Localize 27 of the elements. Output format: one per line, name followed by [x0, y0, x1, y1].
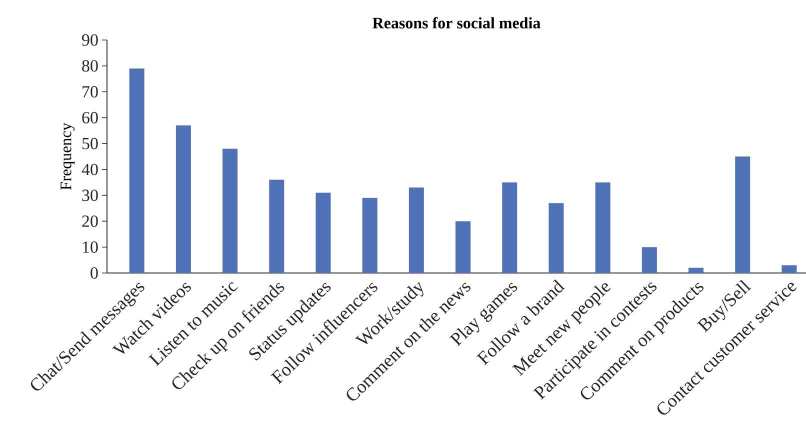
bar [362, 198, 378, 273]
bar [595, 182, 610, 273]
bar [408, 188, 424, 273]
y-tick-label: 20 [82, 215, 98, 227]
y-tick-label: 40 [82, 164, 98, 176]
y-tick-label: 90 [82, 34, 98, 46]
y-tick-label: 50 [82, 138, 98, 150]
y-tick-label: 30 [82, 190, 98, 202]
y-axis-title: Frequency [60, 122, 75, 190]
y-tick-label: 60 [82, 112, 98, 124]
bar [129, 68, 144, 273]
bar [502, 182, 518, 273]
y-tick-label: 10 [82, 241, 98, 253]
bar [548, 203, 564, 273]
bar [782, 265, 797, 273]
bar [642, 247, 657, 273]
chart-title: Reasons for social media [372, 17, 540, 28]
bar [688, 268, 704, 273]
bar [316, 192, 331, 273]
y-tick-label: 70 [82, 86, 98, 98]
bar [176, 125, 191, 273]
bar [222, 148, 238, 273]
bar [456, 221, 471, 273]
y-tick-label: 0 [90, 267, 98, 279]
bar [735, 156, 750, 273]
y-tick-label: 80 [82, 60, 98, 72]
bar [269, 180, 284, 273]
